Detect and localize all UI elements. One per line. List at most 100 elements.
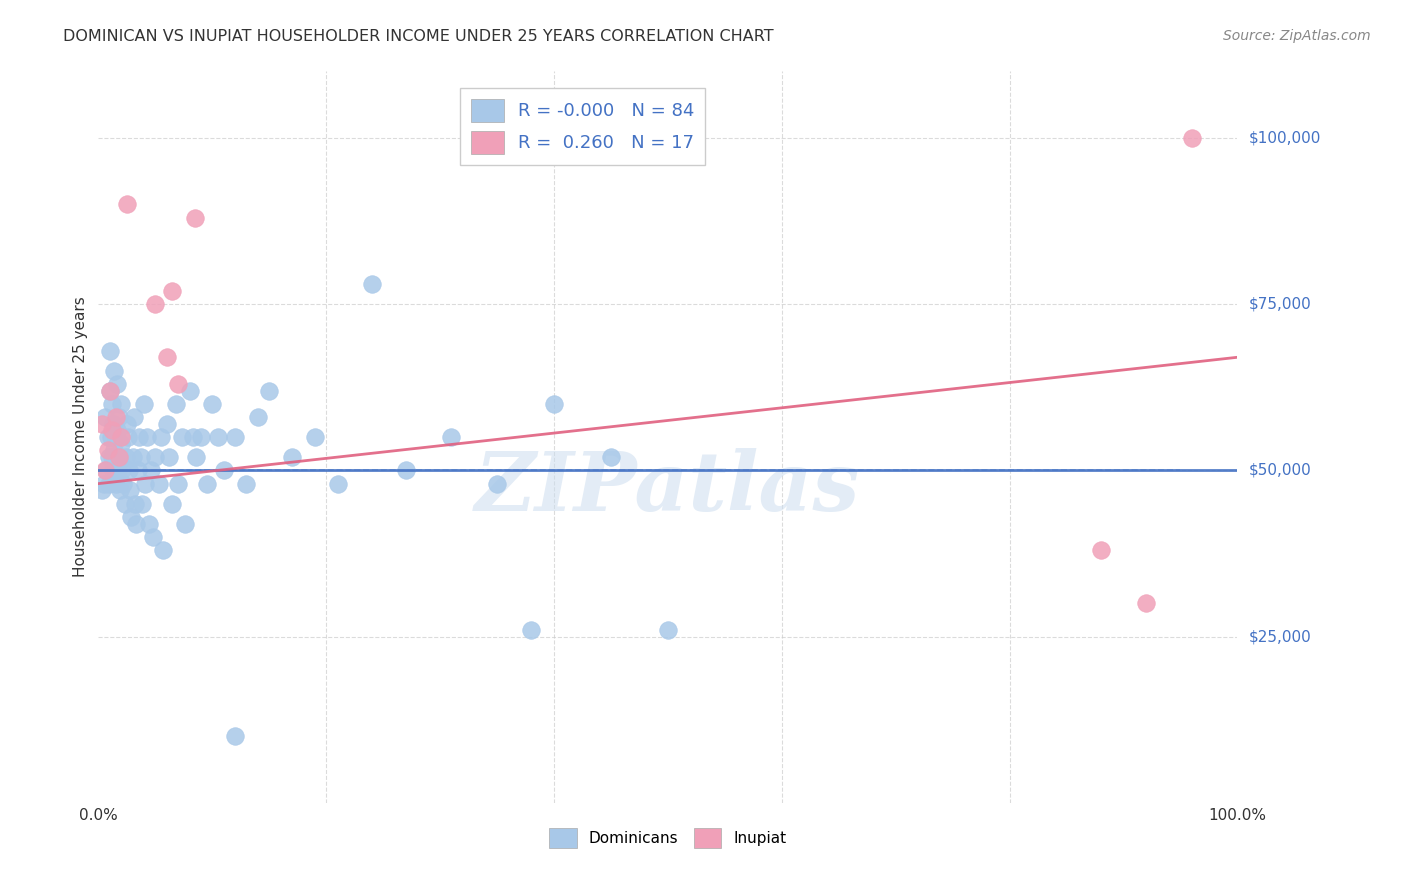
Point bbox=[167, 376, 190, 391]
Point bbox=[127, 463, 149, 477]
Point bbox=[207, 430, 229, 444]
Text: ZIPatlas: ZIPatlas bbox=[475, 449, 860, 528]
Text: Source: ZipAtlas.com: Source: ZipAtlas.com bbox=[1223, 29, 1371, 43]
Point bbox=[132, 397, 155, 411]
Point bbox=[108, 483, 131, 498]
Point bbox=[114, 450, 136, 464]
Point bbox=[1135, 596, 1157, 610]
Point bbox=[235, 476, 257, 491]
Point bbox=[108, 450, 131, 464]
Point bbox=[224, 729, 246, 743]
Point bbox=[201, 397, 224, 411]
Point bbox=[156, 417, 179, 431]
Point bbox=[122, 410, 145, 425]
Point bbox=[93, 476, 115, 491]
Point bbox=[148, 476, 170, 491]
Text: $50,000: $50,000 bbox=[1249, 463, 1312, 478]
Point bbox=[112, 476, 135, 491]
Point bbox=[186, 450, 208, 464]
Point bbox=[162, 497, 184, 511]
Text: $100,000: $100,000 bbox=[1249, 130, 1320, 145]
Point bbox=[600, 450, 623, 464]
Point bbox=[657, 623, 679, 637]
Point bbox=[1181, 131, 1204, 145]
Point bbox=[142, 530, 165, 544]
Point bbox=[124, 497, 146, 511]
Point bbox=[94, 410, 117, 425]
Point bbox=[131, 497, 153, 511]
Point bbox=[136, 430, 159, 444]
Point bbox=[224, 430, 246, 444]
Point bbox=[152, 543, 174, 558]
Point bbox=[104, 476, 127, 491]
Point bbox=[543, 397, 565, 411]
Point bbox=[145, 450, 167, 464]
Point bbox=[157, 450, 180, 464]
Point bbox=[120, 509, 142, 524]
Point bbox=[360, 277, 382, 292]
Point bbox=[150, 430, 173, 444]
Point bbox=[96, 463, 118, 477]
Point bbox=[134, 476, 156, 491]
Point bbox=[90, 417, 112, 431]
Point bbox=[96, 430, 118, 444]
Y-axis label: Householder Income Under 25 years: Householder Income Under 25 years bbox=[73, 297, 89, 577]
Point bbox=[259, 384, 281, 398]
Point bbox=[110, 430, 132, 444]
Point bbox=[165, 397, 187, 411]
Point bbox=[103, 417, 125, 431]
Point bbox=[181, 430, 204, 444]
Point bbox=[167, 476, 190, 491]
Point bbox=[162, 284, 184, 298]
Point bbox=[104, 410, 127, 425]
Text: $25,000: $25,000 bbox=[1249, 629, 1312, 644]
Point bbox=[101, 424, 124, 438]
Point bbox=[246, 410, 269, 425]
Point bbox=[326, 476, 349, 491]
Point bbox=[101, 397, 124, 411]
Point bbox=[96, 443, 118, 458]
Point bbox=[395, 463, 418, 477]
Point bbox=[105, 424, 128, 438]
Point bbox=[170, 430, 193, 444]
Text: DOMINICAN VS INUPIAT HOUSEHOLDER INCOME UNDER 25 YEARS CORRELATION CHART: DOMINICAN VS INUPIAT HOUSEHOLDER INCOME … bbox=[63, 29, 773, 44]
Point bbox=[103, 443, 125, 458]
Point bbox=[110, 436, 132, 450]
Point bbox=[179, 384, 201, 398]
Point bbox=[156, 351, 179, 365]
Point bbox=[120, 483, 142, 498]
Point bbox=[118, 463, 141, 477]
Point bbox=[138, 516, 160, 531]
Point bbox=[100, 430, 122, 444]
Point bbox=[107, 463, 129, 477]
Point bbox=[108, 450, 131, 464]
Text: $75,000: $75,000 bbox=[1249, 297, 1312, 311]
Point bbox=[128, 430, 150, 444]
Point bbox=[121, 450, 143, 464]
Point bbox=[98, 384, 121, 398]
Point bbox=[115, 417, 138, 431]
Point bbox=[304, 430, 326, 444]
Point bbox=[97, 450, 120, 464]
Point bbox=[129, 450, 152, 464]
Point bbox=[139, 463, 162, 477]
Point bbox=[184, 211, 207, 225]
Point bbox=[190, 430, 212, 444]
Point bbox=[114, 497, 136, 511]
Point bbox=[125, 516, 148, 531]
Point bbox=[117, 430, 139, 444]
Point bbox=[103, 463, 125, 477]
Point bbox=[103, 363, 125, 377]
Point bbox=[520, 623, 543, 637]
Point bbox=[115, 197, 138, 211]
Point bbox=[110, 397, 132, 411]
Point bbox=[98, 343, 121, 358]
Point bbox=[104, 430, 127, 444]
Point bbox=[440, 430, 463, 444]
Point bbox=[101, 450, 124, 464]
Point bbox=[108, 410, 131, 425]
Point bbox=[1090, 543, 1112, 558]
Point bbox=[486, 476, 509, 491]
Point bbox=[90, 483, 112, 498]
Point bbox=[281, 450, 304, 464]
